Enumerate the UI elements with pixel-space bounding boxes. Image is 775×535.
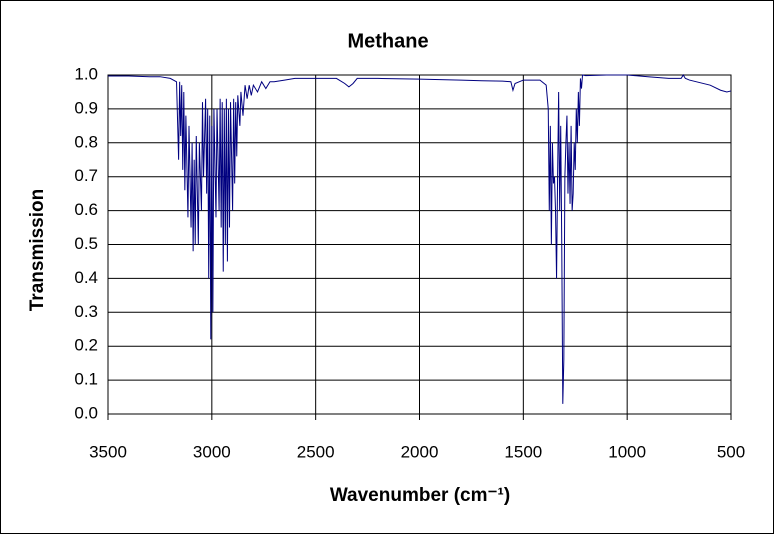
x-tick-label: 3500 bbox=[89, 442, 127, 461]
x-tick-label: 500 bbox=[717, 442, 745, 461]
y-tick-label: 0.2 bbox=[74, 336, 98, 355]
y-tick-label: 0.4 bbox=[74, 268, 98, 287]
y-tick-label: 0.7 bbox=[74, 166, 98, 185]
x-tick-label: 2500 bbox=[297, 442, 335, 461]
chart-title: Methane bbox=[347, 30, 428, 52]
y-tick-label: 0.5 bbox=[74, 234, 98, 253]
x-tick-label: 1500 bbox=[504, 442, 542, 461]
x-axis-label: Wavenumber (cm⁻¹) bbox=[330, 485, 510, 506]
x-tick-label: 1000 bbox=[608, 442, 646, 461]
y-tick-label: 0.3 bbox=[74, 302, 98, 321]
spectrum-line bbox=[108, 74, 732, 404]
y-tick-label: 0.8 bbox=[74, 132, 98, 151]
y-tick-label: 0.1 bbox=[74, 370, 98, 389]
y-tick-label: 0.0 bbox=[74, 403, 98, 422]
x-tick-label: 2000 bbox=[401, 442, 439, 461]
y-axis-label: Transmission bbox=[27, 189, 48, 312]
y-tick-label: 0.9 bbox=[74, 98, 98, 117]
y-tick-label: 1.0 bbox=[74, 64, 98, 83]
y-tick-label: 0.6 bbox=[74, 200, 98, 219]
x-tick-label: 3000 bbox=[193, 442, 231, 461]
plot-area bbox=[107, 74, 732, 415]
